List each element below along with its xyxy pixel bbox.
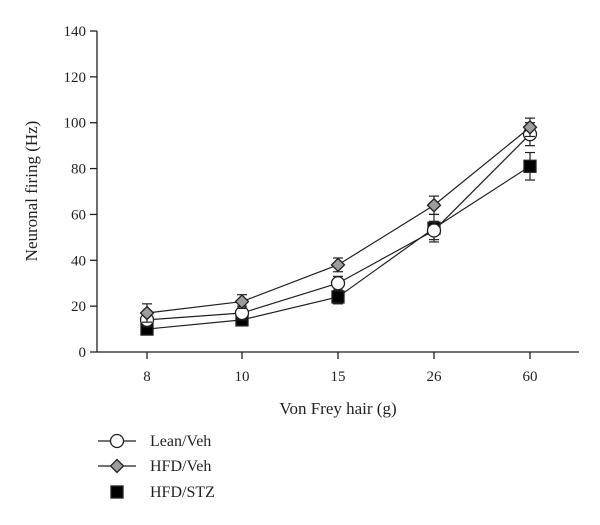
legend-marker	[109, 458, 125, 474]
legend-marker	[110, 485, 124, 499]
series-layer	[139, 117, 538, 336]
series-line	[146, 165, 531, 330]
x-tick-label: 60	[523, 369, 538, 385]
data-point	[330, 257, 346, 273]
y-axis-title: Neuronal firing (Hz)	[22, 121, 41, 262]
x-tick-label: 26	[427, 369, 443, 385]
y-tick-label: 60	[71, 207, 86, 223]
legend-label: HFD/Veh	[150, 458, 211, 475]
y-tick-label: 140	[64, 24, 87, 40]
y-tick-label: 120	[64, 70, 87, 86]
x-axis-title: Von Frey hair (g)	[279, 399, 396, 418]
y-tick-label: 80	[71, 162, 86, 178]
y-tick-label: 100	[64, 116, 87, 132]
legend-item: Lean/Veh	[98, 433, 211, 450]
y-tick-label: 40	[71, 253, 86, 269]
x-ticks: 8 10 15 26 60	[143, 352, 538, 385]
legend-label: Lean/Veh	[150, 433, 211, 450]
data-point	[523, 159, 537, 173]
y-ticks: 0 20 40 60 80 100 120 140	[64, 24, 97, 361]
y-tick-label: 20	[71, 299, 86, 315]
series-hfd-stz	[140, 151, 537, 336]
x-tick-label: 8	[143, 369, 151, 385]
y-tick-label: 0	[79, 345, 87, 361]
series-lean-veh	[139, 122, 538, 328]
data-point	[330, 276, 346, 291]
legend-label: HFD/STZ	[150, 484, 215, 501]
legend-item: HFD/STZ	[110, 484, 215, 501]
data-point	[234, 294, 250, 309]
data-point	[426, 223, 442, 238]
x-tick-label: 15	[331, 369, 346, 385]
series-hfd-veh	[139, 117, 538, 323]
data-point	[426, 197, 442, 213]
data-point	[139, 305, 155, 321]
data-point	[331, 290, 345, 304]
legend: Lean/Veh HFD/Veh HFD/STZ	[98, 433, 215, 501]
x-tick-label: 10	[235, 369, 250, 385]
data-point	[522, 119, 538, 135]
legend-item: HFD/Veh	[98, 458, 211, 475]
legend-marker	[109, 433, 125, 449]
